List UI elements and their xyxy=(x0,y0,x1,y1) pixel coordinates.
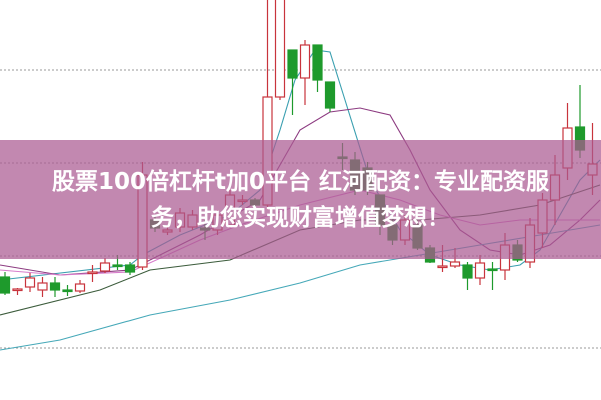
candle-body xyxy=(87,271,98,275)
candle xyxy=(74,280,86,293)
candle-body xyxy=(274,0,286,98)
candle-body xyxy=(124,264,136,273)
banner-line-1: 股票100倍杠杆t加0平台 红河配资：专业配资服 xyxy=(51,168,549,195)
candle xyxy=(37,277,48,297)
candle-body xyxy=(99,262,111,272)
candle-body xyxy=(74,283,86,292)
candle xyxy=(474,255,486,285)
candle xyxy=(274,0,286,100)
candle-body xyxy=(474,262,486,279)
candle-body xyxy=(0,276,11,294)
candle xyxy=(12,288,23,295)
candle-body xyxy=(24,277,36,288)
candle xyxy=(0,272,11,295)
candle xyxy=(87,265,98,282)
candle xyxy=(462,262,473,290)
candle-body xyxy=(37,282,48,291)
candle-body xyxy=(49,282,61,291)
candle-body xyxy=(299,44,311,79)
candle-body xyxy=(62,289,73,293)
candle xyxy=(287,49,298,115)
candle xyxy=(49,277,61,297)
candle xyxy=(299,40,311,105)
candle-body xyxy=(112,264,123,268)
candle xyxy=(124,262,136,275)
candle-body xyxy=(324,81,336,109)
candle-body xyxy=(437,265,448,269)
banner-line-2: 务，助您实现财富增值梦想！ xyxy=(151,204,450,231)
candle-body xyxy=(312,44,323,81)
candle xyxy=(487,262,498,290)
candle xyxy=(24,273,36,292)
candle-body xyxy=(12,288,23,292)
candle xyxy=(312,44,323,92)
candle-body xyxy=(487,268,498,272)
candle-body xyxy=(287,49,298,79)
candle-body xyxy=(449,261,461,267)
promo-banner: 股票100倍杠杆t加0平台 红河配资：专业配资服 务，助您实现财富增值梦想！ xyxy=(0,140,601,259)
candle-body xyxy=(462,264,473,279)
candle xyxy=(324,81,336,112)
candle xyxy=(99,258,111,273)
candle xyxy=(62,285,73,296)
